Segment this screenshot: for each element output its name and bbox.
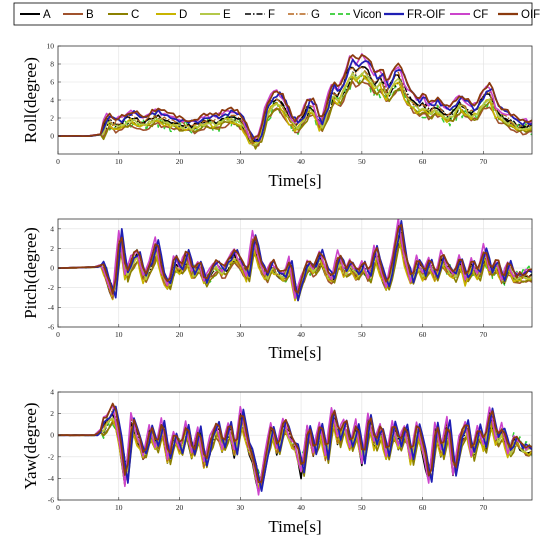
y-tick-label: 10 xyxy=(47,42,55,51)
legend: A B C D E F G Vicon FR-OIF CF OIF xyxy=(13,2,540,26)
x-tick-label: 60 xyxy=(419,157,427,166)
legend-label: Vicon xyxy=(353,9,382,21)
legend-label: A xyxy=(43,9,51,21)
y-tick-label: -2 xyxy=(48,283,54,292)
legend-entry-d: D xyxy=(156,9,187,21)
charts: 0 10 20 30 40 50 60 700246810Time[s]Roll(degree… xyxy=(21,42,533,536)
x-tick-label: 70 xyxy=(480,157,488,166)
x-tick-label: 30 xyxy=(237,503,245,512)
x-tick-label: 30 xyxy=(237,330,245,339)
x-tick-label: 20 xyxy=(176,503,184,512)
chart-pitch: 0 10 20 30 40 50 60 70 -6 -4 -2 0 2 4 Time[s] Pitch(deg… xyxy=(21,218,533,362)
legend-entry-oif: OIF xyxy=(498,9,540,21)
chart-roll: 0 10 20 30 40 50 60 70 0 2 4 6 8 10 Time[s] Roll(degree… xyxy=(21,42,533,190)
legend-entry-b: B xyxy=(63,9,94,21)
x-tick-label: 40 xyxy=(297,503,305,512)
legend-label: C xyxy=(131,9,139,21)
x-tick-label: 20 xyxy=(176,157,184,166)
x-tick-label: 50 xyxy=(358,503,366,512)
y-tick-label: -6 xyxy=(48,496,54,505)
legend-label: B xyxy=(86,9,94,21)
y-tick-label: -4 xyxy=(48,474,54,483)
x-tick-label: 60 xyxy=(419,503,427,512)
series-line-g xyxy=(58,408,532,495)
y-tick-label: 4 xyxy=(50,224,54,233)
legend-label: CF xyxy=(473,9,488,21)
chart-yaw: 0 10 20 30 40 50 60 70 -6 -4 -2 0 2 4 Time[s] Yaw(degre… xyxy=(21,388,533,536)
x-tick-label: 60 xyxy=(419,330,427,339)
axes-frame xyxy=(57,218,533,328)
y-tick-label: -6 xyxy=(48,323,54,332)
x-tick-label: 40 xyxy=(297,157,305,166)
x-tick-label: 40 xyxy=(297,330,305,339)
x-axis-label: Time[s] xyxy=(268,343,321,362)
legend-entry-f: F xyxy=(245,9,275,21)
x-tick-label: 70 xyxy=(480,330,488,339)
series-line-fr-oif xyxy=(58,58,532,142)
series-line-oif xyxy=(58,402,532,484)
x-tick-label: 0 xyxy=(56,157,60,166)
legend-label: FR-OIF xyxy=(407,9,445,21)
y-tick-label: 4 xyxy=(50,388,54,397)
x-tick-label: 50 xyxy=(358,157,366,166)
x-tick-label: 10 xyxy=(115,157,123,166)
legend-entry-fr-oif: FR-OIF xyxy=(384,9,445,21)
legend-entry-vicon: Vicon xyxy=(330,9,382,21)
series-group xyxy=(58,402,532,496)
y-tick-label: 4 xyxy=(50,96,54,105)
series-group xyxy=(58,219,532,302)
y-tick-label: 2 xyxy=(50,114,54,123)
series-group xyxy=(58,53,532,150)
x-tick-label: 0 xyxy=(56,503,60,512)
legend-label: E xyxy=(223,9,231,21)
axes-frame xyxy=(57,391,533,501)
legend-entry-a: A xyxy=(20,9,51,21)
x-tick-label: 0 xyxy=(56,330,60,339)
series-line-oif xyxy=(58,54,532,141)
x-tick-label: 10 xyxy=(115,503,123,512)
y-tick-label: 0 xyxy=(50,132,54,141)
legend-label: D xyxy=(179,9,187,21)
x-axis-label: Time[s] xyxy=(268,517,321,536)
y-axis-label: Yaw(degree) xyxy=(21,402,40,489)
y-tick-label: -2 xyxy=(48,452,54,461)
y-tick-label: -4 xyxy=(48,303,54,312)
legend-label: F xyxy=(268,9,275,21)
legend-entry-e: E xyxy=(200,9,231,21)
y-axis-label: Roll(degree) xyxy=(21,57,40,143)
x-tick-label: 20 xyxy=(176,330,184,339)
y-axis-label: Pitch(degree) xyxy=(21,227,40,319)
legend-box xyxy=(13,2,533,26)
legend-entry-g: G xyxy=(288,9,320,21)
legend-entry-cf: CF xyxy=(450,9,488,21)
y-tick-label: 0 xyxy=(50,264,54,273)
x-tick-label: 30 xyxy=(237,157,245,166)
y-tick-label: 2 xyxy=(50,409,54,418)
legend-label: G xyxy=(311,9,320,21)
x-tick-label: 10 xyxy=(115,330,123,339)
x-axis-label: Time[s] xyxy=(268,171,321,190)
legend-label: OIF xyxy=(521,9,540,21)
y-tick-label: 6 xyxy=(50,78,54,87)
x-tick-label: 50 xyxy=(358,330,366,339)
y-tick-label: 8 xyxy=(50,60,54,69)
x-tick-label: 70 xyxy=(480,503,488,512)
y-tick-label: 0 xyxy=(50,431,54,440)
y-tick-label: 2 xyxy=(50,244,54,253)
series-line-oif xyxy=(58,224,532,295)
legend-entry-c: C xyxy=(108,9,139,21)
series-line-e xyxy=(58,70,532,146)
